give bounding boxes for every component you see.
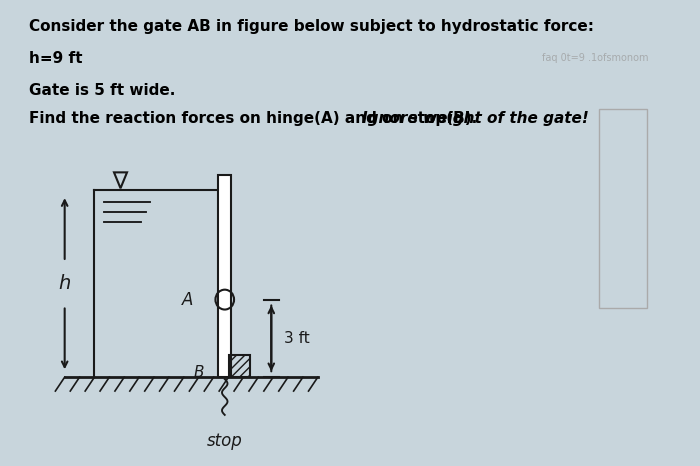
Text: Consider the gate AB in figure below subject to hydrostatic force:: Consider the gate AB in figure below sub… — [29, 19, 594, 34]
Bar — [599, 109, 648, 308]
Text: faq 0t=9 .1ofsmonom: faq 0t=9 .1ofsmonom — [542, 53, 648, 63]
Text: h: h — [59, 274, 71, 293]
Text: Ignore weight of the gate!: Ignore weight of the gate! — [363, 111, 589, 126]
Text: stop: stop — [207, 432, 243, 450]
Bar — [230, 355, 250, 377]
Text: A: A — [182, 291, 193, 308]
Text: 3 ft: 3 ft — [284, 331, 310, 346]
Bar — [218, 175, 231, 377]
Text: Gate is 5 ft wide.: Gate is 5 ft wide. — [29, 83, 176, 98]
Text: B: B — [193, 365, 204, 380]
Text: Find the reaction forces on hinge(A) and on stop(B).: Find the reaction forces on hinge(A) and… — [29, 111, 483, 126]
Text: h=9 ft: h=9 ft — [29, 51, 83, 66]
